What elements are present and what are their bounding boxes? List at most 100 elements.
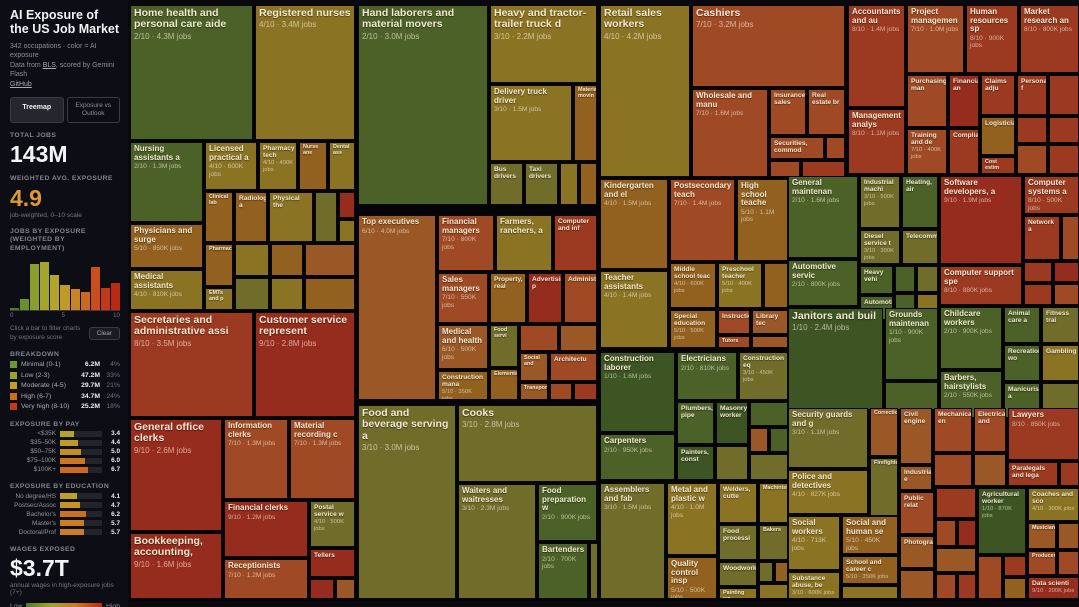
- treemap-cell[interactable]: Transporta: [520, 383, 548, 400]
- treemap-cell[interactable]: Securities, commod: [770, 137, 824, 159]
- treemap-cell[interactable]: [574, 383, 597, 400]
- treemap-cell[interactable]: [759, 584, 788, 599]
- treemap-cell[interactable]: Painting wo: [719, 588, 757, 599]
- treemap-cell[interactable]: Middle school teac 4/10 · 600K jobs: [670, 263, 716, 308]
- treemap-cell[interactable]: [1058, 551, 1079, 575]
- treemap-cell[interactable]: Pharmacist: [205, 244, 233, 286]
- treemap-cell[interactable]: Firefighte: [870, 458, 898, 516]
- github-link[interactable]: GitHub: [10, 80, 32, 88]
- treemap-cell[interactable]: Pharmacy tech 4/10 · 400K jobs: [259, 142, 297, 190]
- histogram-bar[interactable]: [30, 264, 40, 311]
- treemap-cell[interactable]: Home health and personal care aide 2/10 ·…: [130, 5, 253, 140]
- treemap-cell[interactable]: Top executives 6/10 · 4.0M jobs: [358, 215, 436, 400]
- treemap-cell[interactable]: [752, 336, 788, 348]
- treemap-cell[interactable]: Childcare workers 2/10 · 900K jobs: [940, 307, 1002, 369]
- treemap-cell[interactable]: Computer and inf: [554, 215, 597, 271]
- treemap-cell[interactable]: Clinical lab: [205, 192, 233, 242]
- treemap-cell[interactable]: [1017, 117, 1047, 143]
- treemap-cell[interactable]: Quality control insp 5/10 · 500K jobs: [667, 557, 717, 599]
- treemap-cell[interactable]: High school teache 5/10 · 1.1M jobs: [737, 179, 788, 261]
- treemap-cell[interactable]: [339, 220, 355, 242]
- treemap-cell[interactable]: [1049, 75, 1079, 115]
- treemap-cell[interactable]: Grounds maintenan 1/10 · 900K jobs: [885, 308, 938, 380]
- treemap-cell[interactable]: Network a: [1024, 216, 1060, 260]
- clear-filter-button[interactable]: Clear: [88, 327, 120, 341]
- histogram-bar[interactable]: [50, 274, 60, 311]
- treemap-cell[interactable]: Welders, cutte: [719, 483, 757, 523]
- treemap-cell[interactable]: Postal service w 4/10 · 500K jobs: [310, 501, 355, 547]
- treemap-cell[interactable]: Assemblers and fab 3/10 · 1.5M jobs: [600, 483, 665, 599]
- treemap-cell[interactable]: Financial managers 7/10 · 800K jobs: [438, 215, 494, 271]
- treemap-cell[interactable]: Preschool teacher 5/10 · 400K jobs: [718, 263, 762, 308]
- treemap-cell[interactable]: Data scienti 9/10 · 200K jobs: [1028, 577, 1079, 599]
- treemap-cell[interactable]: [271, 278, 303, 310]
- treemap-cell[interactable]: [315, 192, 337, 242]
- treemap-cell[interactable]: [900, 570, 934, 599]
- treemap-cell[interactable]: Gambling: [1042, 345, 1079, 381]
- treemap-cell[interactable]: [1058, 523, 1079, 549]
- treemap-cell[interactable]: [1049, 145, 1079, 174]
- treemap-cell[interactable]: Masonry worker: [716, 402, 748, 444]
- treemap-cell[interactable]: Administrati: [564, 273, 597, 323]
- treemap-cell[interactable]: Secretaries and administrative assi 8/10 …: [130, 312, 253, 417]
- histogram-bar[interactable]: [100, 288, 110, 311]
- treemap-cell[interactable]: [936, 520, 956, 546]
- treemap-cell[interactable]: Information clerks 7/10 · 1.3M jobs: [224, 419, 288, 499]
- treemap-cell[interactable]: Recreation wo: [1004, 345, 1040, 381]
- treemap-cell[interactable]: School and career c 5/10 · 350K jobs: [842, 556, 898, 584]
- treemap-cell[interactable]: [1017, 145, 1047, 174]
- treemap-cell[interactable]: [305, 278, 355, 310]
- treemap-cell[interactable]: [716, 446, 748, 480]
- treemap-cell[interactable]: [305, 244, 355, 276]
- treemap-cell[interactable]: [580, 163, 597, 205]
- treemap-cell[interactable]: [1060, 462, 1079, 486]
- treemap-cell[interactable]: Fitness trai: [1042, 307, 1079, 343]
- treemap-cell[interactable]: Security guards and g 3/10 · 1.1M jobs: [788, 408, 868, 468]
- treemap-cell[interactable]: Telecommu: [902, 230, 938, 264]
- treemap-cell[interactable]: Electrical and: [974, 408, 1006, 452]
- treemap-cell[interactable]: Farmers, ranchers, a: [496, 215, 552, 271]
- treemap-cell[interactable]: [770, 161, 800, 177]
- treemap-cell[interactable]: Photograp: [900, 536, 934, 568]
- treemap-cell[interactable]: Financial clerks 9/10 · 1.2M jobs: [224, 501, 308, 557]
- treemap-cell[interactable]: Social workers 4/10 · 713K jobs: [788, 516, 840, 570]
- treemap-cell[interactable]: [934, 454, 972, 486]
- treemap-cell[interactable]: Lawyers 8/10 · 850K jobs: [1008, 408, 1079, 460]
- treemap-cell[interactable]: Computer systems a 8/10 · 500K jobs: [1024, 176, 1079, 214]
- bls-link[interactable]: BLS: [42, 61, 56, 69]
- treemap-cell[interactable]: [1004, 578, 1026, 599]
- treemap-cell[interactable]: Carpenters 2/10 · 950K jobs: [600, 434, 675, 480]
- treemap-cell[interactable]: [802, 161, 845, 177]
- treemap-cell[interactable]: Insurance sales: [770, 89, 806, 135]
- treemap-cell[interactable]: Personal f: [1017, 75, 1047, 115]
- treemap-cell[interactable]: Construction laborer 1/10 · 1.6M jobs: [600, 352, 675, 432]
- treemap-cell[interactable]: Nursing assistants a 2/10 · 1.3M jobs: [130, 142, 203, 222]
- treemap-cell[interactable]: [1054, 284, 1079, 305]
- treemap-cell[interactable]: [1024, 284, 1052, 305]
- treemap-cell[interactable]: Musicians: [1028, 523, 1056, 549]
- treemap-cell[interactable]: Food servi: [490, 325, 518, 367]
- treemap-cell[interactable]: Market research an 8/10 · 800K jobs: [1020, 5, 1079, 73]
- treemap-cell[interactable]: Claims adju: [981, 75, 1015, 115]
- treemap-cell[interactable]: Hand laborers and material movers 2/10 · …: [358, 5, 488, 205]
- treemap-cell[interactable]: Mechanical en: [934, 408, 972, 452]
- treemap-cell[interactable]: Cooks 3/10 · 2.8M jobs: [458, 405, 597, 482]
- treemap-cell[interactable]: EMTs and p: [205, 288, 233, 310]
- treemap-cell[interactable]: [1054, 262, 1079, 282]
- treemap-cell[interactable]: Medical and health 6/10 · 500K jobs: [438, 325, 488, 369]
- histogram-bar[interactable]: [10, 308, 20, 311]
- treemap-cell[interactable]: [770, 428, 788, 452]
- tab-exposure-vs-outlook[interactable]: Exposure vs Outlook: [66, 96, 120, 123]
- treemap-cell[interactable]: Paralegals and lega: [1008, 462, 1058, 486]
- treemap-cell[interactable]: Bartenders 2/10 · 700K jobs: [538, 543, 588, 599]
- treemap-cell[interactable]: [336, 579, 355, 599]
- treemap-cell[interactable]: Human resources sp 8/10 · 900K jobs: [966, 5, 1018, 73]
- treemap-cell[interactable]: Software developers, a 9/10 · 1.9M jobs: [940, 176, 1022, 264]
- treemap-cell[interactable]: Police and detectives 4/10 · 827K jobs: [788, 470, 868, 514]
- treemap-cell[interactable]: Physical the: [269, 192, 313, 242]
- treemap-cell[interactable]: Food processi: [719, 525, 757, 560]
- histogram-bar[interactable]: [80, 291, 90, 311]
- treemap-cell[interactable]: Woodworke: [719, 562, 757, 586]
- treemap-cell[interactable]: Bus drivers: [490, 163, 523, 205]
- treemap-cell[interactable]: [936, 548, 976, 572]
